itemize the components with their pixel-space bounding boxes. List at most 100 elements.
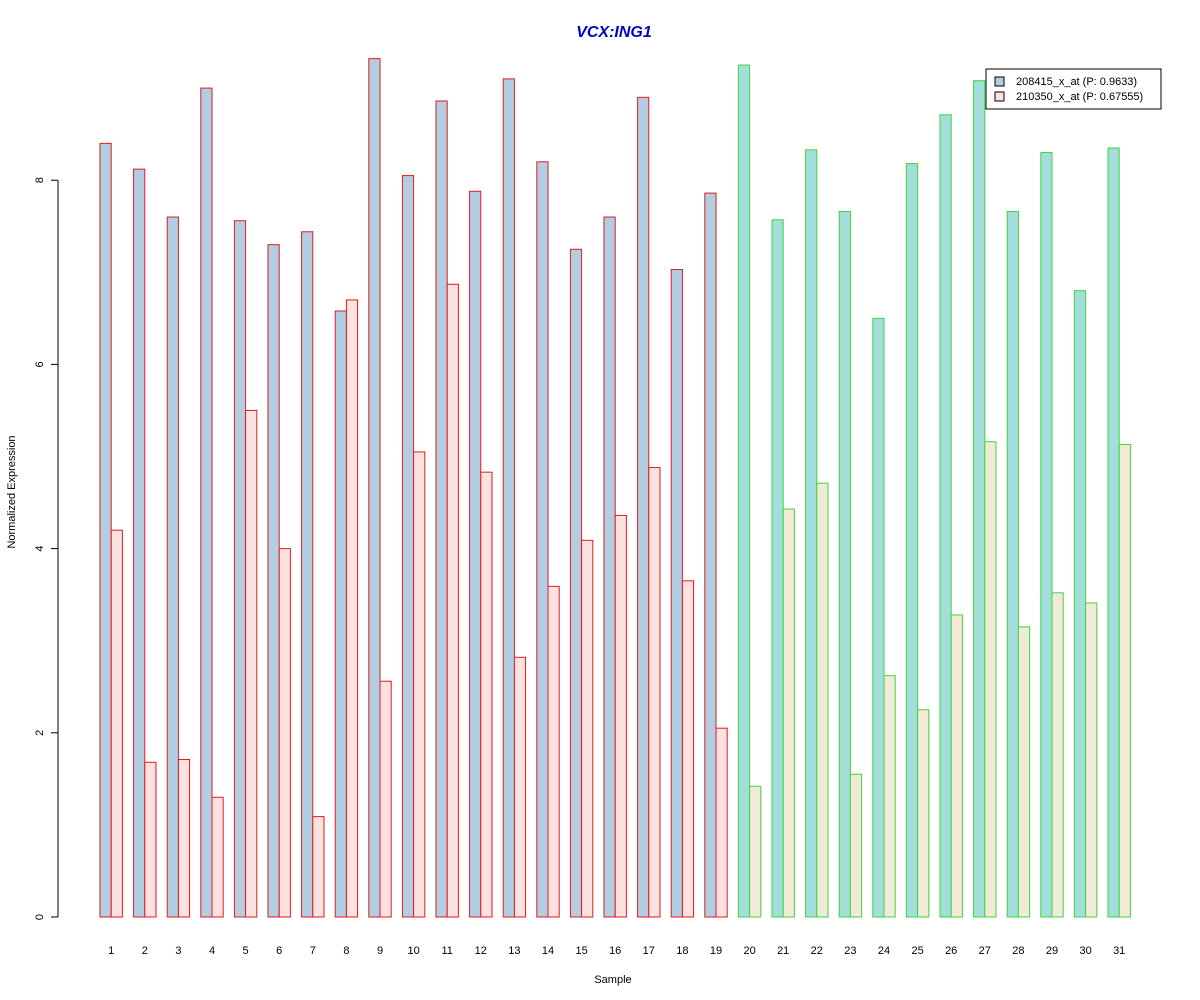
y-axis-label: Normalized Expression [6, 435, 18, 548]
bar-s2-22 [816, 482, 829, 918]
bar-s1-14 [536, 161, 549, 918]
x-tick-label-17: 17 [643, 945, 655, 957]
bar-s2-20 [749, 785, 762, 918]
bar-s1-15 [569, 248, 583, 918]
bar-s2-5 [245, 409, 258, 918]
bar-s1-18 [670, 269, 683, 918]
bar-s1-1 [99, 142, 112, 918]
bar-s1-24 [872, 317, 885, 918]
bar-s2-31 [1118, 444, 1131, 918]
bars-layer [99, 58, 1131, 918]
y-tick-label-4: 4 [34, 546, 46, 552]
bar-s1-22 [805, 149, 818, 918]
bar-s2-7 [312, 816, 325, 918]
x-tick-label-11: 11 [441, 945, 452, 957]
x-tick-label-18: 18 [676, 945, 688, 957]
bar-s2-25 [917, 709, 930, 918]
bar-s2-17 [648, 467, 661, 918]
bar-s2-15 [581, 539, 594, 918]
bar-s2-21 [782, 508, 795, 918]
y-axis: 0 2 4 6 8 [34, 177, 59, 920]
x-tick-label-29: 29 [1046, 945, 1058, 957]
x-tick-label-6: 6 [276, 945, 282, 957]
bar-s1-27 [973, 80, 986, 918]
bar-s2-4 [211, 796, 224, 918]
x-tick-label-20: 20 [743, 945, 755, 957]
x-tick-label-26: 26 [945, 945, 957, 957]
x-tick-label-25: 25 [911, 945, 923, 957]
bar-s1-21 [771, 219, 784, 918]
y-tick-label-2: 2 [34, 730, 46, 736]
bar-s2-1 [110, 529, 123, 918]
y-tick-label-0: 0 [34, 914, 46, 920]
x-axis-labels: 1 2 3 4 5 6 7 8 9 10 11 12 13 14 15 16 17 18 19 20 21 22 23 24 2… [108, 945, 1125, 957]
x-tick-label-14: 14 [542, 945, 554, 957]
legend-box [985, 68, 1162, 110]
x-tick-label-16: 16 [609, 945, 621, 957]
bar-s2-8 [345, 299, 359, 918]
bar-s2-29 [1051, 592, 1064, 918]
x-tick-label-3: 3 [175, 945, 181, 957]
bar-s1-19 [704, 192, 717, 918]
legend-swatch-2 [994, 91, 1005, 102]
bar-s1-26 [939, 114, 952, 918]
bar-s1-29 [1040, 152, 1053, 918]
legend-label-1: 208415_x_at (P: 0.9633) [1016, 76, 1137, 88]
bar-s1-12 [469, 190, 482, 918]
bar-s1-5 [233, 220, 247, 918]
x-tick-label-1: 1 [108, 945, 114, 957]
bar-s1-17 [637, 96, 650, 918]
bar-s1-6 [267, 244, 280, 918]
bar-s2-10 [413, 451, 426, 918]
bar-s2-14 [547, 585, 560, 918]
x-tick-label-28: 28 [1012, 945, 1024, 957]
bar-s2-9 [379, 680, 392, 918]
bar-s2-2 [144, 761, 157, 918]
bar-s1-10 [401, 175, 415, 918]
x-tick-label-12: 12 [475, 945, 487, 957]
x-tick-label-10: 10 [407, 945, 419, 957]
bar-s1-20 [737, 64, 751, 918]
bar-s1-13 [502, 78, 515, 918]
x-tick-label-31: 31 [1113, 945, 1125, 957]
bar-s1-8 [334, 310, 347, 918]
bar-s2-16 [614, 514, 627, 918]
bar-s2-11 [446, 283, 459, 918]
bar-s1-11 [435, 100, 448, 918]
x-tick-label-19: 19 [710, 945, 722, 957]
legend: 208415_x_at (P: 0.9633) 210350_x_at (P: 0… [985, 68, 1162, 110]
bar-s2-12 [480, 471, 493, 918]
bar-s1-16 [603, 216, 616, 918]
x-tick-label-9: 9 [377, 945, 383, 957]
bar-s1-3 [166, 216, 179, 918]
bar-s1-9 [368, 58, 381, 918]
x-tick-label-23: 23 [844, 945, 856, 957]
bar-s2-19 [715, 727, 728, 918]
x-tick-label-4: 4 [209, 945, 215, 957]
bar-s2-28 [1017, 626, 1031, 918]
chart-title: VCX:ING1 [576, 24, 652, 41]
bar-s2-3 [177, 759, 191, 918]
y-tick-label-6: 6 [34, 361, 46, 367]
x-tick-label-13: 13 [508, 945, 520, 957]
bar-s1-28 [1006, 211, 1019, 918]
bar-s2-30 [1085, 602, 1098, 918]
x-tick-label-22: 22 [811, 945, 823, 957]
x-tick-label-21: 21 [777, 945, 789, 957]
bar-s1-23 [838, 211, 851, 918]
bar-s1-7 [301, 231, 314, 918]
bar-s2-24 [883, 675, 896, 918]
bar-s1-30 [1073, 290, 1087, 918]
bar-s2-23 [849, 773, 863, 918]
bar-s2-26 [950, 614, 963, 918]
x-tick-label-8: 8 [343, 945, 349, 957]
bar-s2-6 [278, 548, 291, 918]
legend-swatch-1 [994, 76, 1005, 87]
x-tick-label-27: 27 [979, 945, 991, 957]
bar-s1-4 [200, 87, 213, 918]
x-tick-label-2: 2 [142, 945, 148, 957]
x-tick-label-5: 5 [243, 945, 249, 957]
bar-s2-18 [681, 580, 695, 918]
y-tick-label-8: 8 [34, 177, 46, 183]
x-tick-label-7: 7 [310, 945, 316, 957]
